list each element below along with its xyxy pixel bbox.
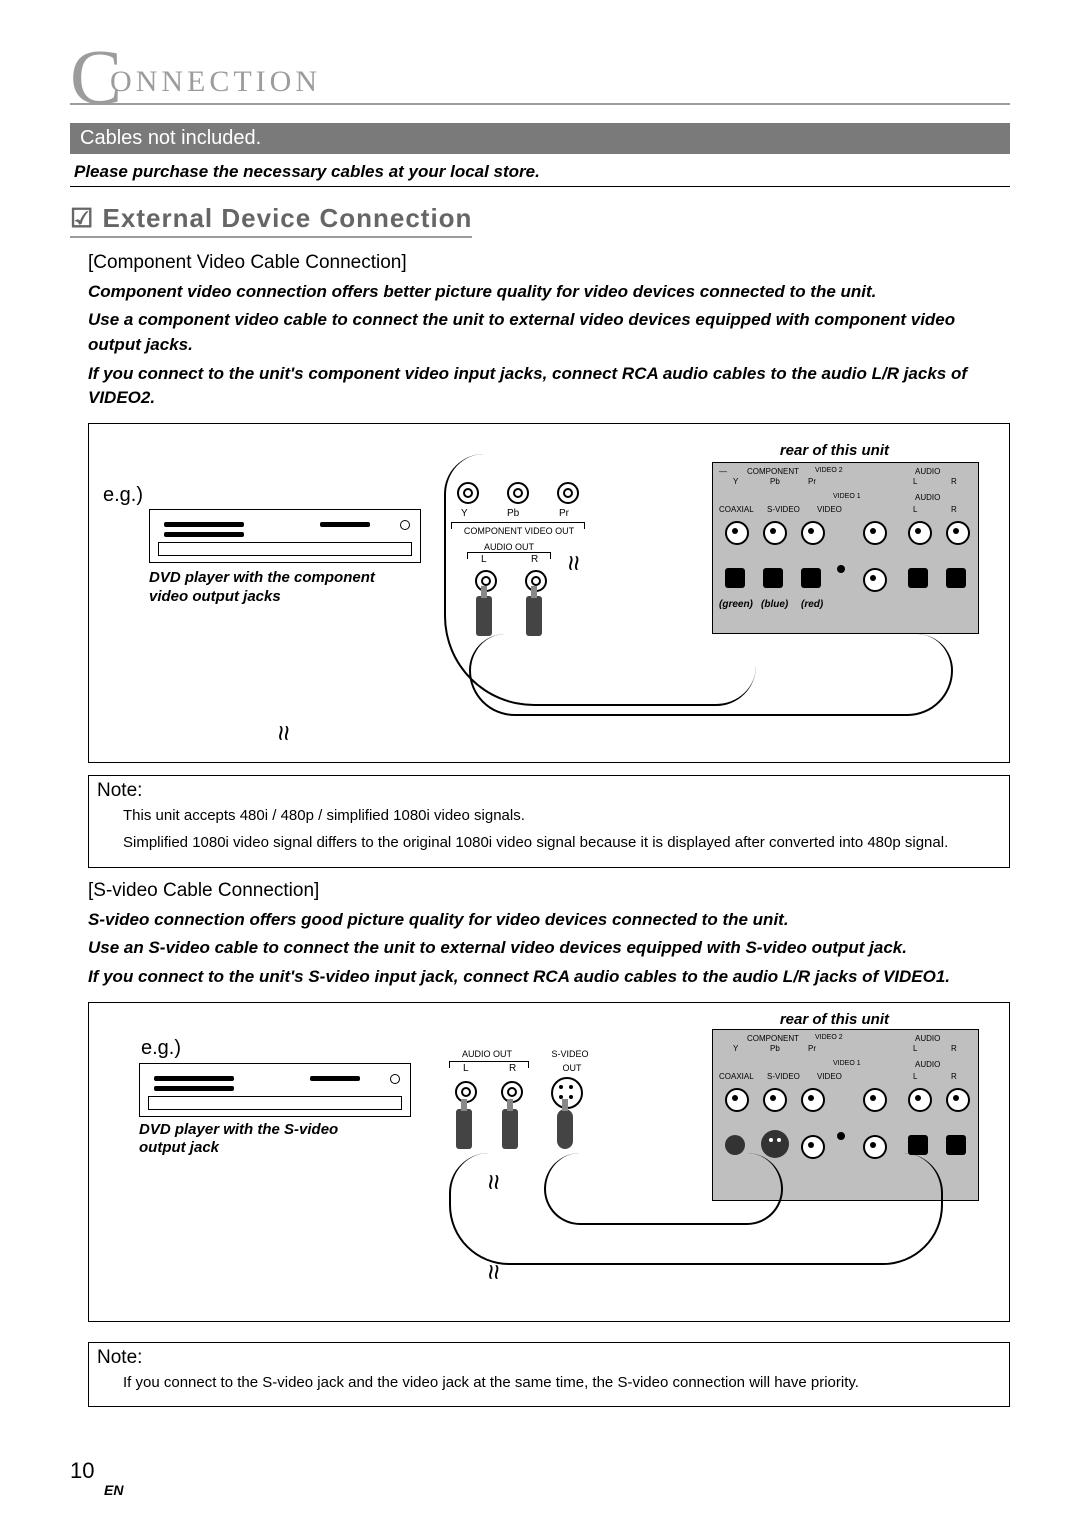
svid-p3: If you connect to the unit's S-video inp… (88, 965, 1010, 990)
comp-p2: Use a component video cable to connect t… (88, 308, 1010, 357)
header-logo: C ONNECTION (70, 50, 1010, 105)
svid-p1: S-video connection offers good picture q… (88, 908, 1010, 933)
section-title: ☑ External Device Connection (70, 203, 472, 238)
manual-page: C ONNECTION Cables not included. Please … (0, 0, 1080, 1526)
page-lang: EN (104, 1482, 123, 1498)
dvd-player-2 (139, 1063, 411, 1117)
svid-p2: Use an S-video cable to connect the unit… (88, 936, 1010, 961)
note-body-2: If you connect to the S-video jack and t… (89, 1373, 1009, 1401)
component-heading: [Component Video Cable Connection] (88, 252, 1010, 274)
divider (70, 186, 1010, 187)
svideo-heading: [S-video Cable Connection] (88, 880, 1010, 902)
eg-label-2: e.g.) (137, 1037, 185, 1060)
eg-label-1: e.g.) (99, 484, 147, 507)
dvd-caption-2: DVD player with the S-video output jack (139, 1121, 369, 1159)
note-title-1: Note: (89, 776, 1009, 806)
note-body-1b: Simplified 1080i video signal differs to… (89, 833, 1009, 861)
dvd-player-1 (149, 509, 421, 563)
cables-bar: Cables not included. (70, 123, 1010, 154)
rear-caption-2: rear of this unit (780, 1011, 889, 1028)
dvd-caption-1: DVD player with the component video outp… (149, 569, 399, 607)
page-number: 10 (70, 1458, 94, 1484)
logo-rest: ONNECTION (110, 65, 321, 105)
purchase-note: Please purchase the necessary cables at … (70, 154, 1010, 186)
svideo-diagram: e.g.) DVD player with the S-video output… (88, 1002, 1010, 1322)
note-body-1a: This unit accepts 480i / 480p / simplifi… (89, 806, 1009, 834)
section-title-text: External Device Connection (103, 203, 473, 233)
note-title-2: Note: (89, 1343, 1009, 1373)
note-box-1: Note: This unit accepts 480i / 480p / si… (88, 775, 1010, 868)
rear-caption-1: rear of this unit (780, 442, 889, 459)
comp-p1: Component video connection offers better… (88, 280, 1010, 305)
check-icon: ☑ (70, 203, 103, 233)
component-diagram: e.g.) DVD player with the component vide… (88, 423, 1010, 763)
comp-p3: If you connect to the unit's component v… (88, 362, 1010, 411)
note-box-2: Note: If you connect to the S-video jack… (88, 1342, 1010, 1408)
